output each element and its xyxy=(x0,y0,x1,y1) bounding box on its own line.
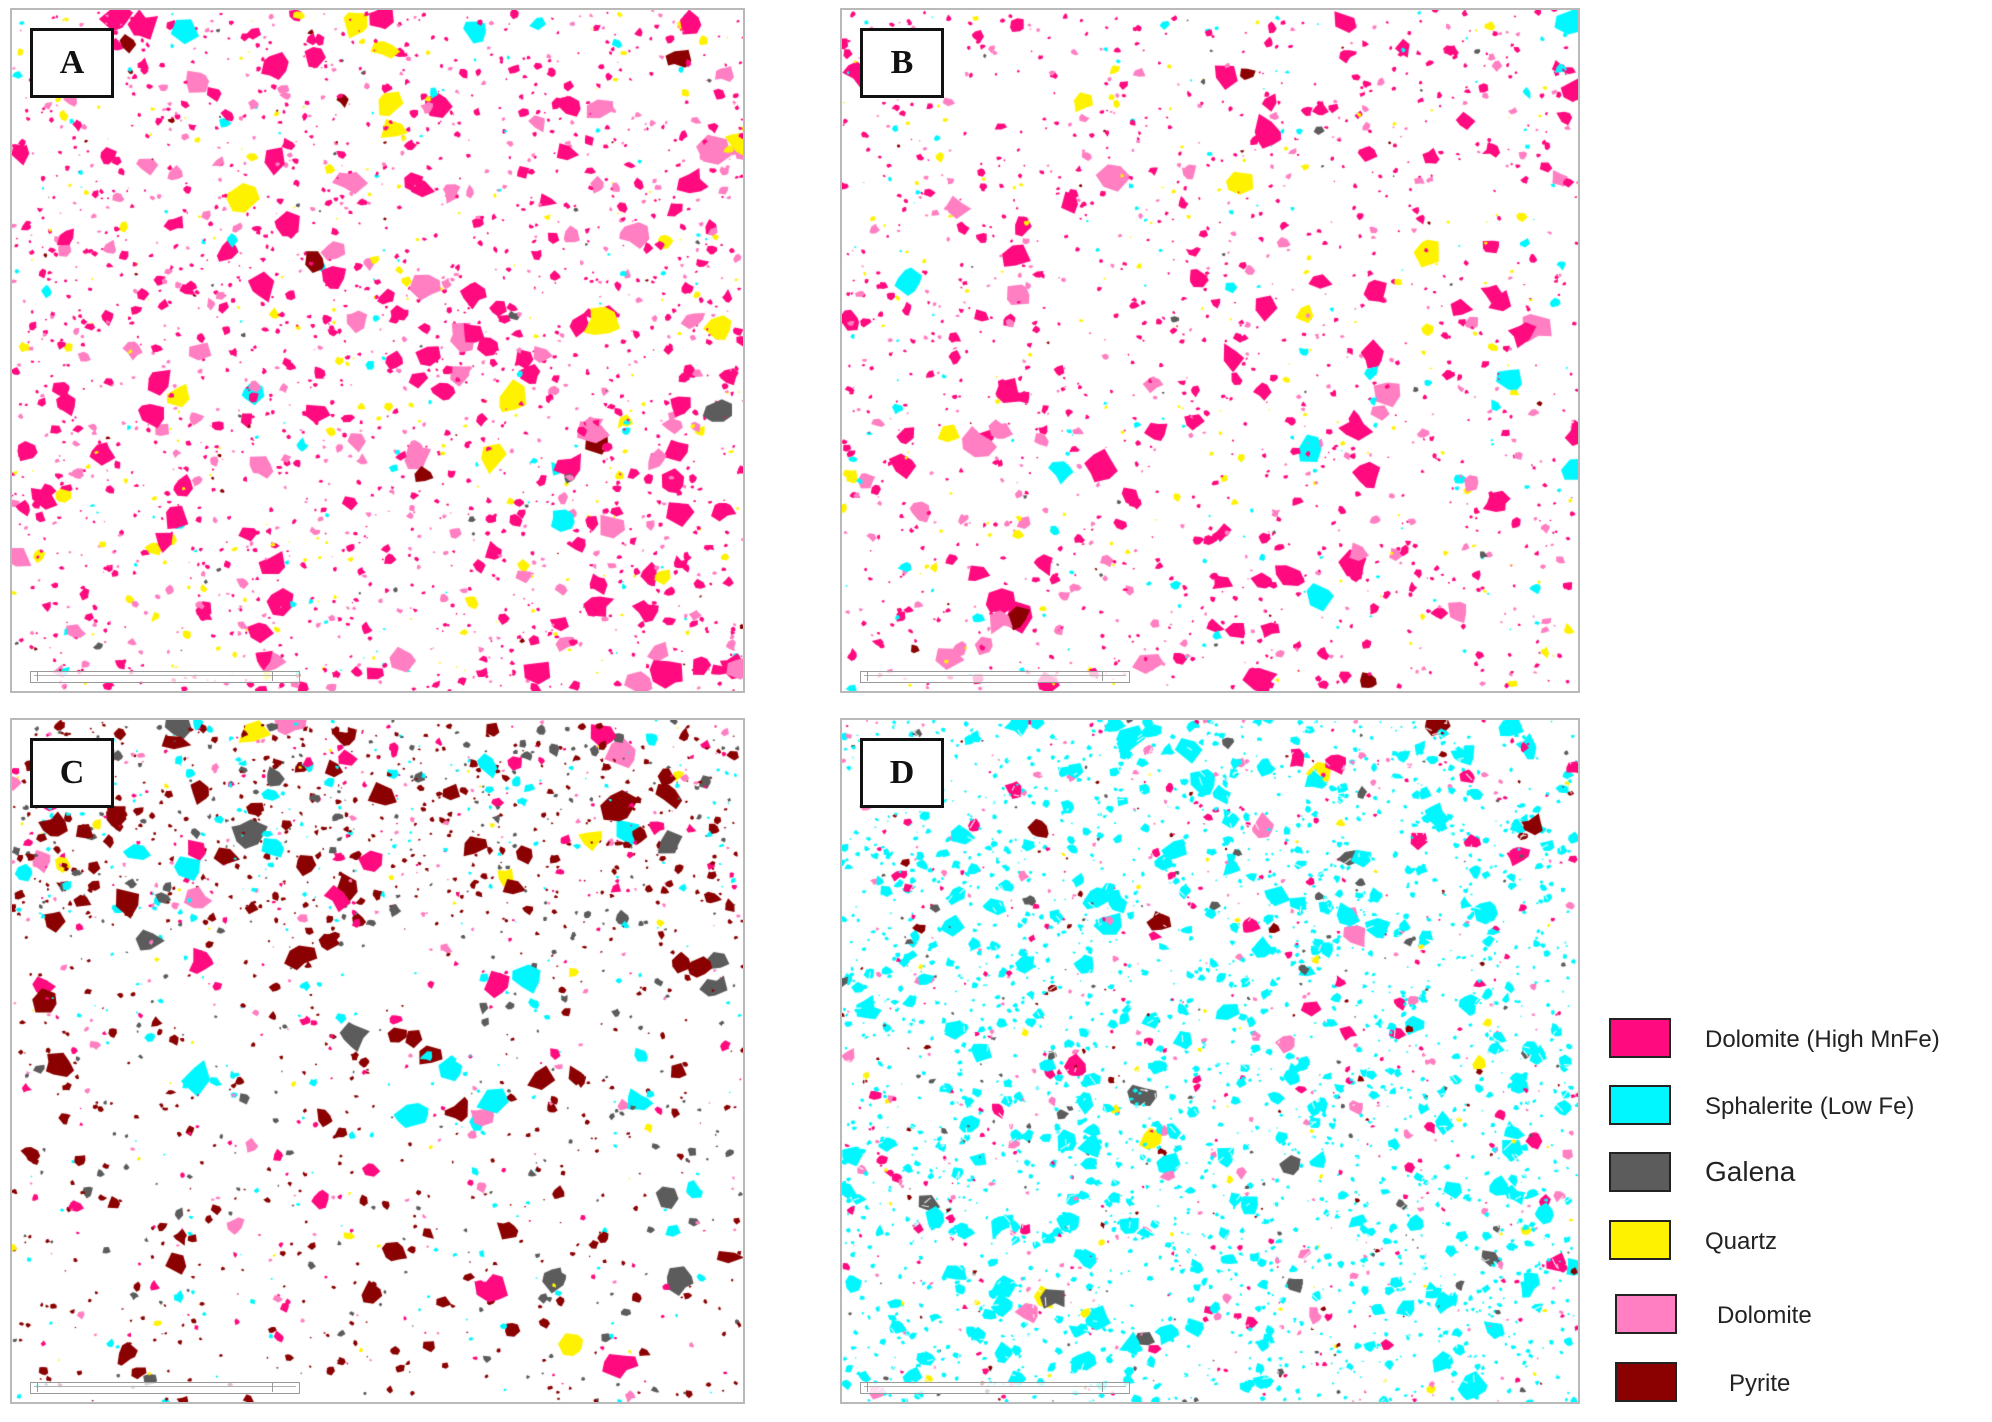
panel-label-b: B xyxy=(860,28,944,98)
legend-swatch xyxy=(1609,1018,1671,1058)
mineral-map-image-a xyxy=(12,10,743,691)
legend-item-sphalerite-low-fe: Sphalerite (Low Fe) xyxy=(1605,1085,1992,1145)
legend-label: Dolomite (High MnFe) xyxy=(1705,1026,1940,1053)
mineral-map-panel-d: D xyxy=(840,718,1580,1404)
legend-swatch xyxy=(1615,1294,1677,1334)
mineral-map-panel-c: C xyxy=(10,718,745,1404)
legend-label: Galena xyxy=(1705,1156,1796,1187)
legend-item-quartz: Quartz xyxy=(1605,1220,1992,1280)
panel-label-d: D xyxy=(860,738,944,808)
legend-label: Dolomite xyxy=(1717,1302,1812,1329)
legend-item-galena: Galena xyxy=(1605,1152,1992,1212)
scale-bar xyxy=(30,671,300,683)
legend-label: Pyrite xyxy=(1729,1370,1791,1397)
legend-item-pyrite: Pyrite xyxy=(1605,1362,1992,1422)
legend-swatch xyxy=(1609,1085,1671,1125)
legend-label: Quartz xyxy=(1705,1228,1778,1255)
legend-label: Sphalerite (Low Fe) xyxy=(1705,1093,1915,1120)
legend-item-dolomite: Dolomite xyxy=(1605,1294,1992,1354)
legend-swatch xyxy=(1615,1362,1677,1402)
panel-label-c: C xyxy=(30,738,114,808)
mineral-map-image-b xyxy=(842,10,1578,691)
legend-swatch xyxy=(1609,1220,1671,1260)
legend-item-dolomite-high-mnfe: Dolomite (High MnFe) xyxy=(1605,1018,1992,1078)
legend-swatch xyxy=(1609,1152,1671,1192)
mineral-map-image-d xyxy=(842,720,1578,1402)
mineral-map-image-c xyxy=(12,720,743,1402)
mineral-map-panel-b: B xyxy=(840,8,1580,693)
scale-bar xyxy=(30,1382,300,1394)
mineral-map-panel-a: A xyxy=(10,8,745,693)
panel-label-a: A xyxy=(30,28,114,98)
scale-bar xyxy=(860,1382,1130,1394)
scale-bar xyxy=(860,671,1130,683)
